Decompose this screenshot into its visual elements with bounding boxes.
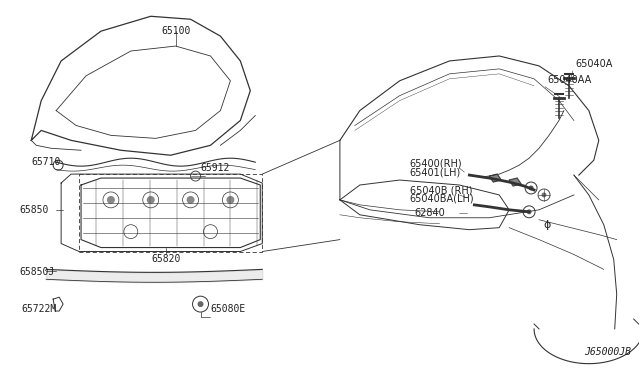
Circle shape — [529, 186, 534, 190]
Polygon shape — [509, 178, 521, 186]
Text: 65722M: 65722M — [21, 304, 56, 314]
Text: 65850: 65850 — [19, 205, 49, 215]
Text: 65040A: 65040A — [575, 59, 612, 69]
Circle shape — [187, 196, 195, 204]
Text: 65040AA: 65040AA — [547, 75, 591, 85]
Text: J65000JB: J65000JB — [584, 347, 630, 357]
Text: 65912: 65912 — [200, 163, 230, 173]
Text: 62840: 62840 — [415, 208, 445, 218]
Text: 65850J: 65850J — [19, 267, 54, 278]
Circle shape — [227, 196, 234, 204]
Text: ϕ: ϕ — [543, 220, 550, 230]
Text: 65401(LH): 65401(LH) — [410, 167, 461, 177]
Text: 65400(RH): 65400(RH) — [410, 158, 462, 168]
Circle shape — [541, 192, 547, 198]
Text: 65710: 65710 — [31, 157, 61, 167]
Circle shape — [198, 301, 204, 307]
Circle shape — [147, 196, 155, 204]
Text: 65080E: 65080E — [211, 304, 246, 314]
Polygon shape — [489, 174, 501, 182]
Text: 65040B (RH): 65040B (RH) — [410, 185, 472, 195]
Text: 65100: 65100 — [161, 26, 190, 36]
Circle shape — [527, 209, 532, 214]
Text: 65820: 65820 — [151, 254, 180, 264]
Circle shape — [107, 196, 115, 204]
Text: 65040BA(LH): 65040BA(LH) — [410, 194, 474, 204]
